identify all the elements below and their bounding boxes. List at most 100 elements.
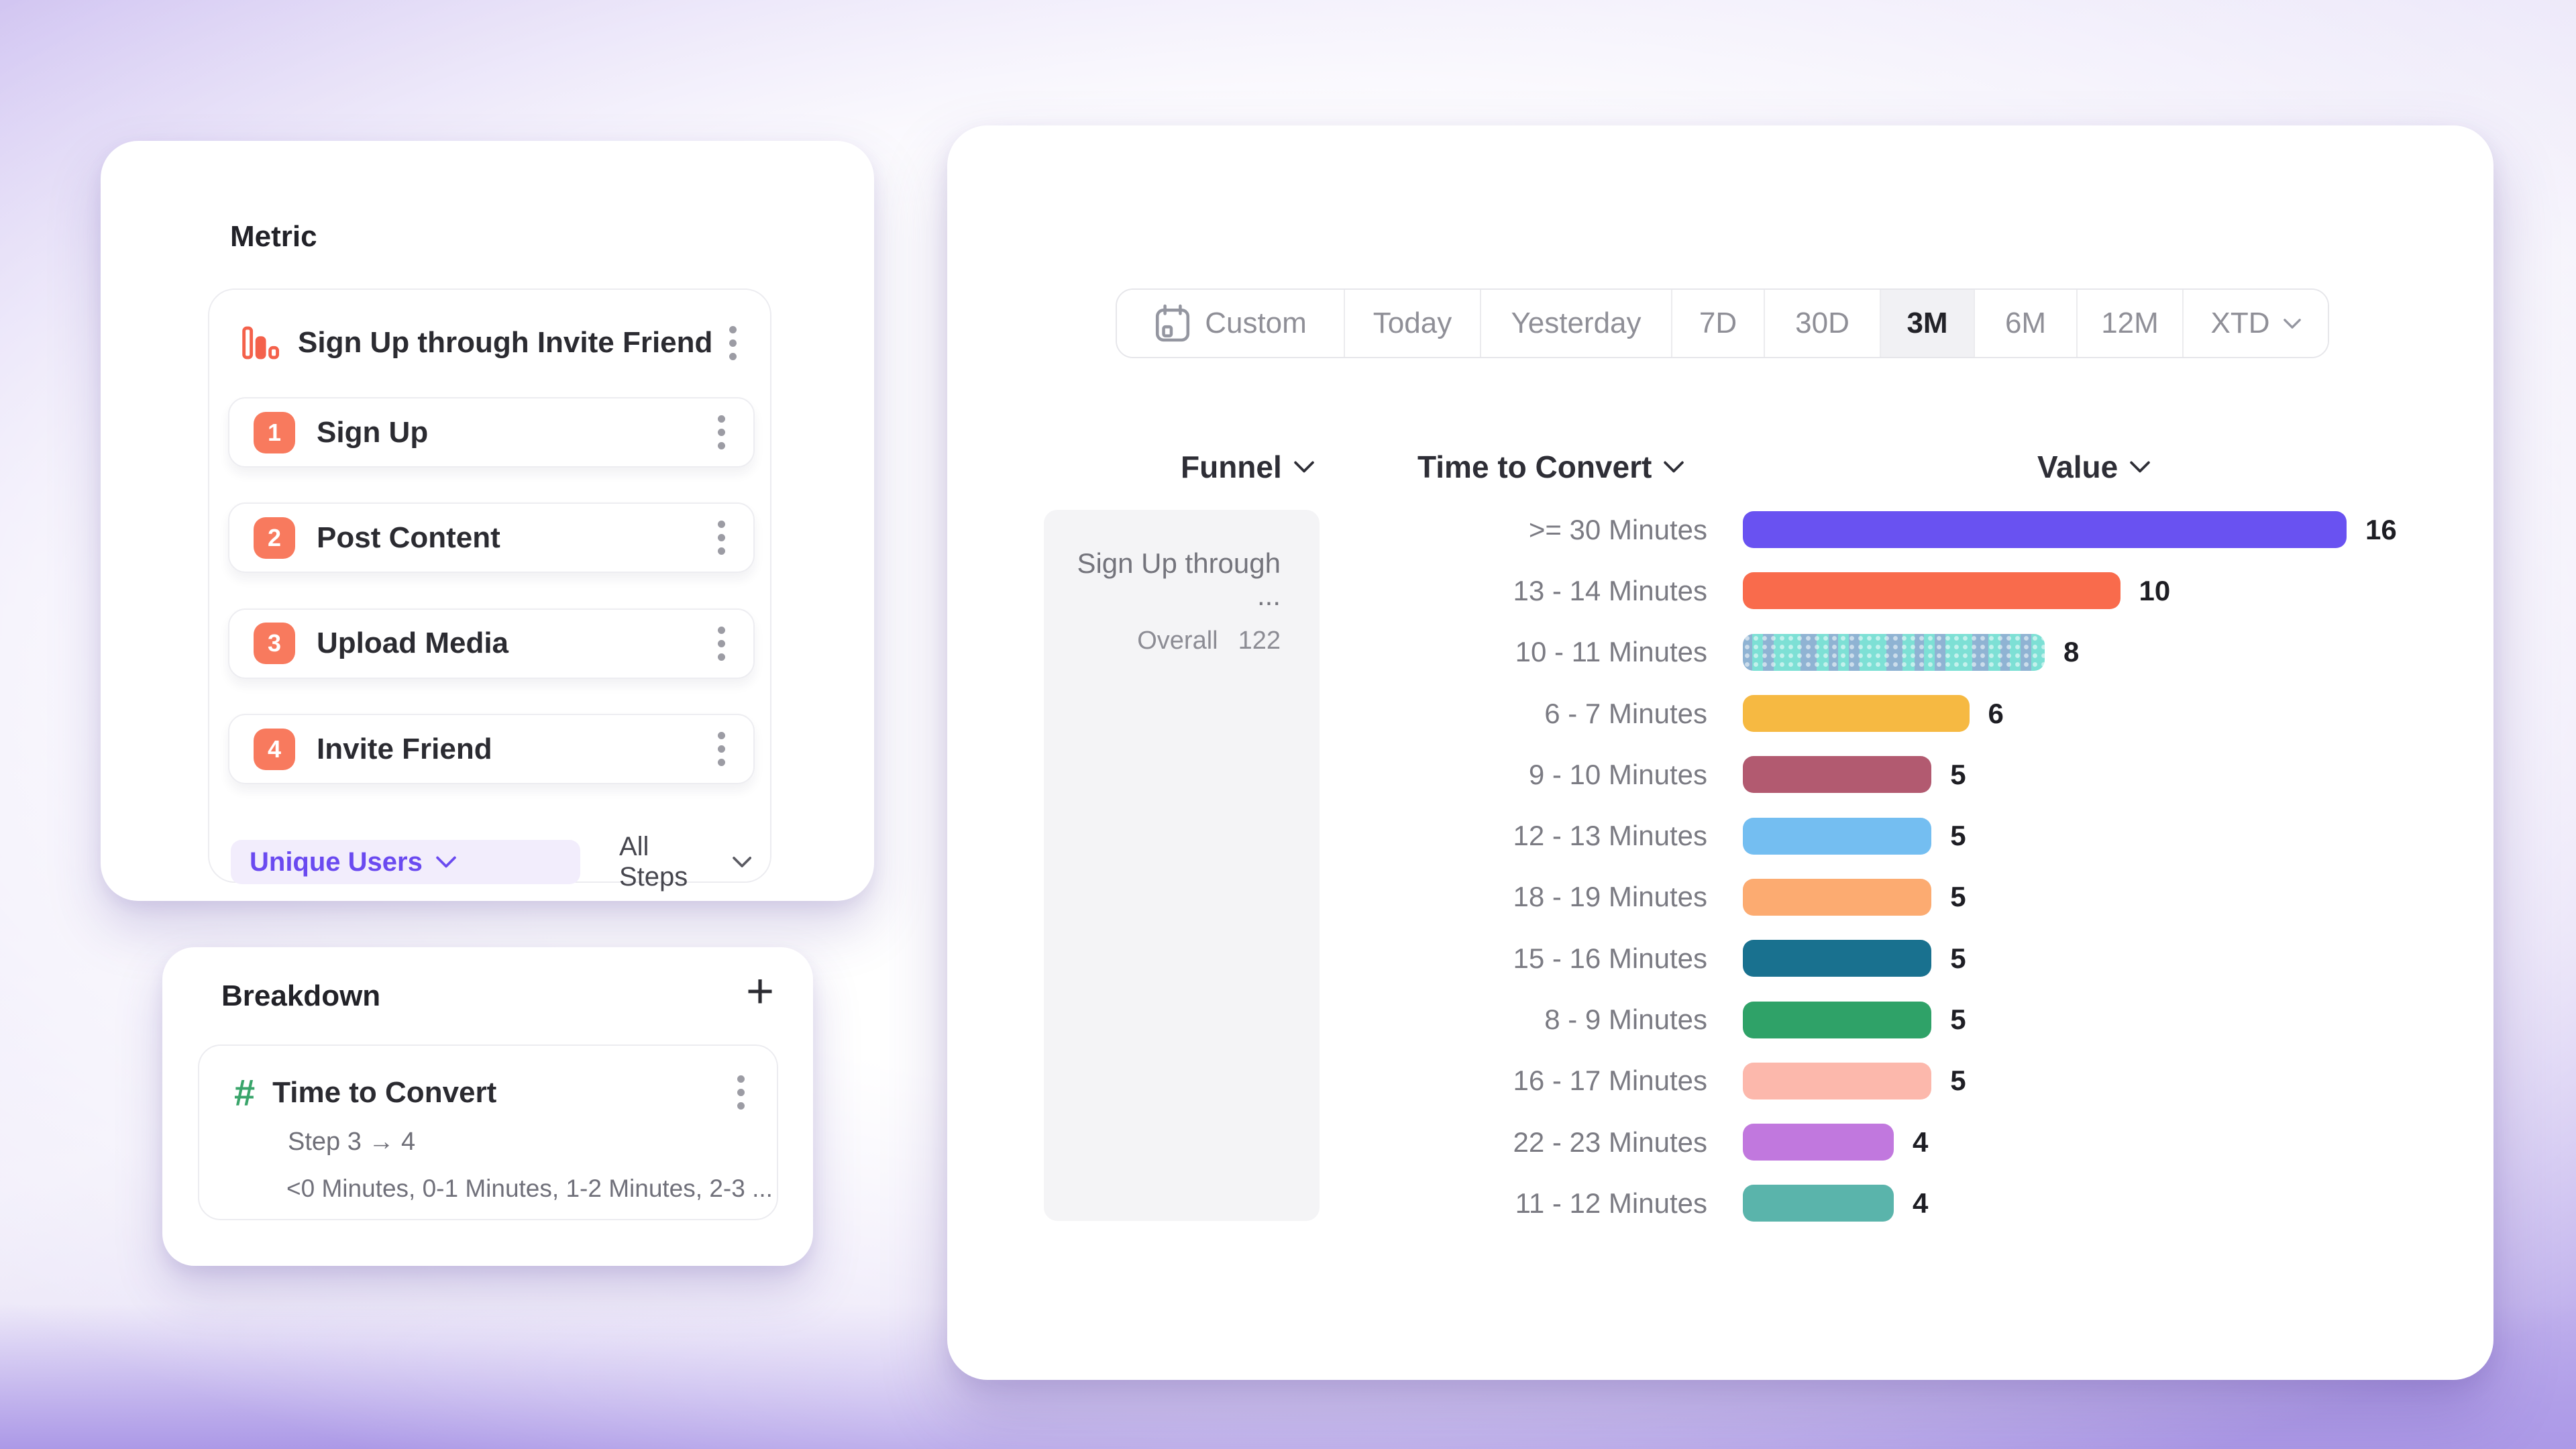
date-range-label: Custom xyxy=(1205,307,1307,339)
funnel-step-card[interactable]: 3 Upload Media xyxy=(228,608,755,679)
bucket-label: >= 30 Minutes xyxy=(1528,513,1707,545)
report-panel: Custom Today Yesterday 7D 30D 3M 6M 12M XTD Funn… xyxy=(947,125,2493,1380)
date-range-30d[interactable]: 30D xyxy=(1765,290,1881,357)
chart-row: 15 - 16 Minutes 5 xyxy=(1442,928,2435,989)
bucket-label: 13 - 14 Minutes xyxy=(1513,574,1708,606)
step-number-badge: 4 xyxy=(254,728,295,770)
kebab-menu-icon[interactable] xyxy=(708,511,735,564)
bucket-label: 16 - 17 Minutes xyxy=(1513,1065,1708,1097)
bar-value: 6 xyxy=(1988,697,2004,729)
bucket-label: 9 - 10 Minutes xyxy=(1528,758,1707,790)
date-range-custom[interactable]: Custom xyxy=(1117,290,1345,357)
breakdown-step-range: Step 3 → 4 xyxy=(288,1128,416,1156)
step-number-badge: 3 xyxy=(254,623,295,665)
column-header-funnel[interactable]: Funnel xyxy=(1181,449,1314,485)
kebab-menu-icon[interactable] xyxy=(708,722,735,775)
chart-row: 11 - 12 Minutes 4 xyxy=(1442,1173,2435,1234)
funnel-step-card[interactable]: 4 Invite Friend xyxy=(228,714,755,785)
chevron-down-icon xyxy=(1293,461,1314,473)
bucket-label: 15 - 16 Minutes xyxy=(1513,942,1708,974)
counting-method-dropdown[interactable]: Unique Users xyxy=(231,840,580,884)
value-bar[interactable] xyxy=(1743,817,1932,855)
bar-value: 5 xyxy=(1950,942,1966,974)
funnel-group-name: Sign Up through ... xyxy=(1077,547,1281,611)
kebab-menu-icon[interactable] xyxy=(708,406,735,459)
add-breakdown-button[interactable]: + xyxy=(745,965,774,1018)
chevron-down-icon xyxy=(2283,318,2301,329)
steps-filter-dropdown[interactable]: All Steps xyxy=(619,832,751,892)
bar-value: 5 xyxy=(1950,1065,1966,1097)
bucket-label: 22 - 23 Minutes xyxy=(1513,1126,1708,1158)
chevron-down-icon xyxy=(436,856,456,868)
bucket-label: 6 - 7 Minutes xyxy=(1544,697,1707,729)
chart-row: 8 - 9 Minutes 5 xyxy=(1442,989,2435,1050)
counting-method-label: Unique Users xyxy=(250,847,423,877)
breakdown-panel: Breakdown + # Time to Convert Step 3 → 4… xyxy=(162,947,813,1266)
chart-row: 22 - 23 Minutes 4 xyxy=(1442,1112,2435,1173)
bucket-label: 10 - 11 Minutes xyxy=(1515,636,1707,668)
value-bar[interactable] xyxy=(1743,756,1932,794)
date-range-label: 6M xyxy=(2004,307,2047,339)
bar-value: 5 xyxy=(1950,758,1966,790)
funnel-group-cell[interactable]: Sign Up through ... Overall 122 xyxy=(1044,510,1320,1221)
chart-row: 13 - 14 Minutes 10 xyxy=(1442,560,2435,621)
value-bar[interactable] xyxy=(1743,878,1932,916)
column-header-value[interactable]: Value xyxy=(2037,449,2150,485)
date-range-yesterday[interactable]: Yesterday xyxy=(1481,290,1672,357)
steps-filter-label: All Steps xyxy=(619,832,688,892)
kebab-menu-icon[interactable] xyxy=(728,1066,754,1119)
numeric-property-hash-icon: # xyxy=(234,1071,256,1114)
bucket-label: 12 - 13 Minutes xyxy=(1513,820,1708,852)
kebab-menu-icon[interactable] xyxy=(720,317,746,370)
chart-row: 9 - 10 Minutes 5 xyxy=(1442,744,2435,805)
metric-panel-title: Metric xyxy=(230,220,317,253)
value-bar[interactable] xyxy=(1743,695,1970,733)
chevron-down-icon xyxy=(2130,461,2150,473)
funnel-metric-row[interactable]: Sign Up through Invite Friend xyxy=(209,290,770,396)
overall-value: 122 xyxy=(1238,627,1281,655)
column-header-breakdown-label: Time to Convert xyxy=(1417,449,1652,484)
metric-panel: Metric Sign Up through Invite Friend 1 Si… xyxy=(101,141,874,901)
date-range-label: Yesterday xyxy=(1511,307,1642,339)
breakdown-property-card[interactable]: # Time to Convert Step 3 → 4 <0 Minutes,… xyxy=(198,1044,778,1220)
bar-value: 5 xyxy=(1950,820,1966,852)
bar-value: 8 xyxy=(2063,636,2080,668)
value-bar[interactable] xyxy=(1743,633,2045,671)
bucket-label: 8 - 9 Minutes xyxy=(1544,1004,1707,1036)
bar-value: 4 xyxy=(1913,1126,1929,1158)
value-bar[interactable] xyxy=(1743,1185,1894,1222)
bucket-label: 18 - 19 Minutes xyxy=(1513,881,1708,913)
value-bar[interactable] xyxy=(1743,940,1932,977)
step-label: Upload Media xyxy=(317,627,509,660)
value-bar[interactable] xyxy=(1743,1001,1932,1038)
calendar-icon xyxy=(1156,304,1190,342)
bar-value: 16 xyxy=(2365,513,2397,545)
column-header-breakdown[interactable]: Time to Convert xyxy=(1417,449,1684,485)
date-range-today[interactable]: Today xyxy=(1345,290,1481,357)
bar-value: 4 xyxy=(1913,1187,1929,1219)
kebab-menu-icon[interactable] xyxy=(708,617,735,670)
chart-row: 18 - 19 Minutes 5 xyxy=(1442,867,2435,928)
date-range-xtd[interactable]: XTD xyxy=(2184,290,2328,357)
breakdown-panel-title: Breakdown xyxy=(221,979,381,1012)
step-label: Post Content xyxy=(317,521,500,554)
funnel-metric-name: Sign Up through Invite Friend xyxy=(298,326,713,359)
value-bar[interactable] xyxy=(1743,511,2347,549)
value-bar[interactable] xyxy=(1743,572,2121,610)
date-range-6m[interactable]: 6M xyxy=(1975,290,2078,357)
chart-row: 10 - 11 Minutes 8 xyxy=(1442,622,2435,683)
time-to-convert-bar-chart: >= 30 Minutes 16 13 - 14 Minutes 10 10 - 11 … xyxy=(1442,499,2435,1234)
chart-row: 16 - 17 Minutes 5 xyxy=(1442,1051,2435,1112)
date-range-3m[interactable]: 3M xyxy=(1881,290,1975,357)
bucket-label: 11 - 12 Minutes xyxy=(1515,1187,1707,1219)
step-number-badge: 1 xyxy=(254,411,295,453)
step-number-badge: 2 xyxy=(254,517,295,559)
date-range-label: 12M xyxy=(2101,307,2159,339)
metric-options-row: Unique Users All Steps xyxy=(231,832,751,892)
value-bar[interactable] xyxy=(1743,1062,1932,1099)
value-bar[interactable] xyxy=(1743,1124,1894,1161)
funnel-step-card[interactable]: 1 Sign Up xyxy=(228,397,755,468)
date-range-12m[interactable]: 12M xyxy=(2078,290,2184,357)
date-range-7d[interactable]: 7D xyxy=(1672,290,1765,357)
funnel-step-card[interactable]: 2 Post Content xyxy=(228,502,755,574)
